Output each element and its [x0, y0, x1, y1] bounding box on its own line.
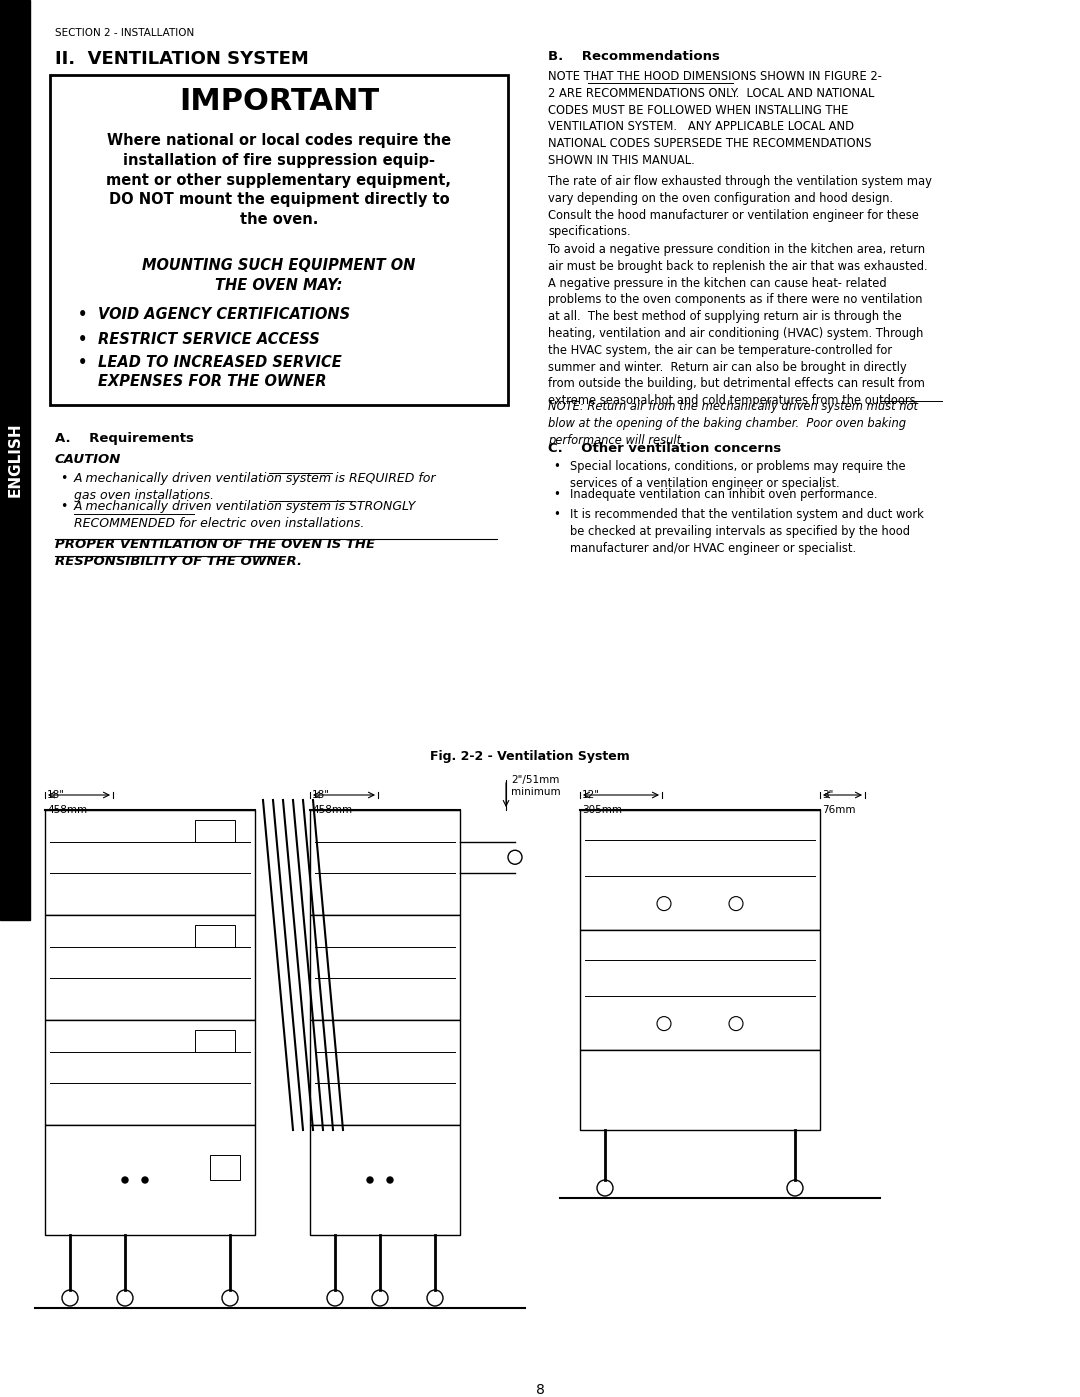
Bar [210, 1155, 240, 1180]
Bar [45, 810, 255, 915]
Circle shape [729, 1017, 743, 1031]
Text: •: • [60, 500, 67, 513]
Text: •: • [78, 332, 87, 346]
Text: A.    Requirements: A. Requirements [55, 432, 194, 446]
Text: •: • [78, 355, 87, 370]
Text: PROPER VENTILATION OF THE OVEN IS THE: PROPER VENTILATION OF THE OVEN IS THE [55, 538, 375, 550]
Text: 2"/51mm: 2"/51mm [511, 775, 559, 785]
Text: II.  VENTILATION SYSTEM: II. VENTILATION SYSTEM [55, 50, 309, 68]
Text: MOUNTING SUCH EQUIPMENT ON
THE OVEN MAY:: MOUNTING SUCH EQUIPMENT ON THE OVEN MAY: [143, 258, 416, 293]
Text: 18": 18" [48, 789, 65, 800]
Text: NOTE THAT THE HOOD DIMENSIONS SHOWN IN FIGURE 2-
2 ARE RECOMMENDATIONS ONLY.  LO: NOTE THAT THE HOOD DIMENSIONS SHOWN IN F… [548, 70, 882, 168]
Circle shape [141, 1178, 148, 1183]
Text: A mechanically driven ventilation system is STRONGLY
RECOMMENDED for electric ov: A mechanically driven ventilation system… [75, 500, 417, 529]
Text: IMPORTANT: IMPORTANT [179, 87, 379, 116]
Bar [45, 1125, 255, 1235]
Text: •: • [78, 307, 87, 321]
Text: 305mm: 305mm [582, 805, 622, 814]
Circle shape [427, 1289, 443, 1306]
Circle shape [729, 897, 743, 911]
Bar [45, 915, 255, 1020]
Bar [580, 810, 820, 930]
Bar [195, 925, 235, 947]
Circle shape [122, 1178, 129, 1183]
Bar [580, 1051, 820, 1130]
Text: 8: 8 [536, 1383, 544, 1397]
Circle shape [367, 1178, 373, 1183]
Bar [310, 1020, 460, 1125]
Text: NOTE: Return air from the mechanically driven system must not
blow at the openin: NOTE: Return air from the mechanically d… [548, 400, 918, 447]
Bar [0, 0, 30, 921]
Text: Inadequate ventilation can inhibit oven performance.: Inadequate ventilation can inhibit oven … [570, 488, 877, 502]
Text: ENGLISH: ENGLISH [8, 423, 23, 497]
Text: 458mm: 458mm [48, 805, 87, 814]
Text: 458mm: 458mm [312, 805, 352, 814]
Circle shape [62, 1289, 78, 1306]
Bar [310, 915, 460, 1020]
Circle shape [787, 1180, 804, 1196]
Text: •: • [553, 509, 559, 521]
Bar [50, 75, 508, 405]
Circle shape [597, 1180, 613, 1196]
Text: 18": 18" [312, 789, 330, 800]
Text: The rate of air flow exhausted through the ventilation system may
vary depending: The rate of air flow exhausted through t… [548, 175, 932, 239]
Text: Fig. 2-2 - Ventilation System: Fig. 2-2 - Ventilation System [430, 750, 630, 763]
Text: LEAD TO INCREASED SERVICE
EXPENSES FOR THE OWNER: LEAD TO INCREASED SERVICE EXPENSES FOR T… [98, 355, 341, 390]
Circle shape [372, 1289, 388, 1306]
Text: CAUTION: CAUTION [55, 453, 121, 467]
Bar [310, 810, 460, 915]
Text: RESTRICT SERVICE ACCESS: RESTRICT SERVICE ACCESS [98, 332, 320, 346]
Text: C.    Other ventilation concerns: C. Other ventilation concerns [548, 441, 781, 455]
Bar [580, 930, 820, 1051]
Text: It is recommended that the ventilation system and duct work
be checked at prevai: It is recommended that the ventilation s… [570, 509, 923, 555]
Text: A mechanically driven ventilation system is REQUIRED for
gas oven installations.: A mechanically driven ventilation system… [75, 472, 436, 502]
Text: •: • [553, 488, 559, 502]
Bar [195, 1030, 235, 1052]
Text: SECTION 2 - INSTALLATION: SECTION 2 - INSTALLATION [55, 28, 194, 38]
Bar [310, 1125, 460, 1235]
Circle shape [387, 1178, 393, 1183]
Text: 3": 3" [822, 789, 834, 800]
Circle shape [117, 1289, 133, 1306]
Bar [45, 1020, 255, 1125]
Text: 12": 12" [582, 789, 600, 800]
Text: RESPONSIBILITY OF THE OWNER.: RESPONSIBILITY OF THE OWNER. [55, 555, 302, 569]
Text: B.    Recommendations: B. Recommendations [548, 50, 720, 63]
Circle shape [508, 851, 522, 865]
Text: To avoid a negative pressure condition in the kitchen area, return
air must be b: To avoid a negative pressure condition i… [548, 243, 928, 407]
Text: 76mm: 76mm [822, 805, 855, 814]
Circle shape [327, 1289, 343, 1306]
Circle shape [222, 1289, 238, 1306]
Bar [195, 820, 235, 842]
Text: Where national or local codes require the
installation of fire suppression equip: Where national or local codes require th… [107, 133, 451, 228]
Text: minimum: minimum [511, 787, 561, 798]
Text: VOID AGENCY CERTIFICATIONS: VOID AGENCY CERTIFICATIONS [98, 307, 350, 321]
Text: •: • [60, 472, 67, 485]
Circle shape [657, 1017, 671, 1031]
Circle shape [657, 897, 671, 911]
Text: Special locations, conditions, or problems may require the
services of a ventila: Special locations, conditions, or proble… [570, 460, 906, 490]
Text: •: • [553, 460, 559, 474]
